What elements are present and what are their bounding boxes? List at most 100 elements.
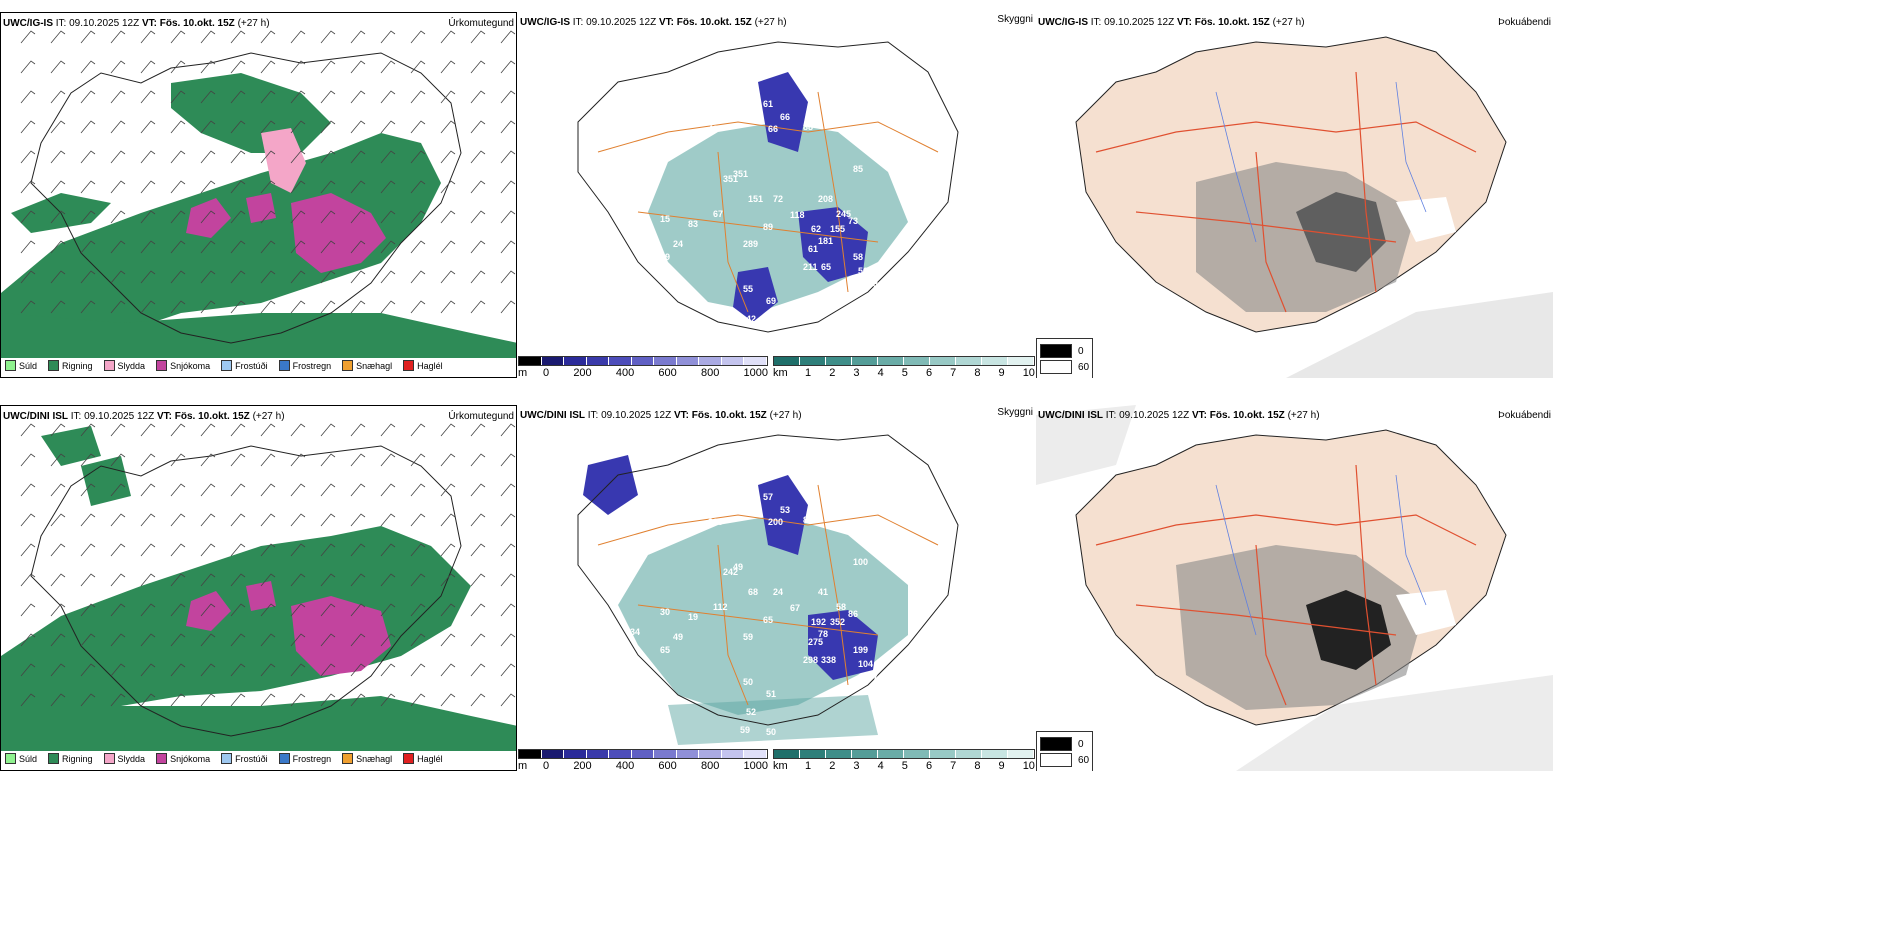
wind-barb: [410, 663, 426, 677]
visibility-colorbar: km 1 2 3 4 5 6 7 8 9 10: [773, 356, 1035, 378]
colorbar-tick: 600: [658, 367, 677, 378]
wind-barb: [50, 120, 66, 134]
colorbar-tick: 800: [700, 760, 720, 771]
wind-barb: [20, 513, 36, 527]
wind-barb: [20, 90, 36, 104]
height-colorbar: m 0 200 400 600 800 1000: [518, 749, 768, 771]
legend-swatch: [221, 360, 233, 371]
wind-barb: [50, 453, 66, 467]
wind-barb: [50, 30, 66, 44]
wind-barb: [260, 453, 276, 467]
wind-barb: [170, 120, 186, 134]
sea-fog-teal: [668, 695, 878, 745]
legend-label: Slydda: [117, 360, 146, 371]
colorbar-cell: [721, 750, 745, 758]
wind-barb: [500, 270, 516, 284]
wind-barb: [470, 543, 486, 557]
legend-label: Súld: [19, 360, 38, 371]
wind-barb: [290, 150, 306, 164]
wind-barb: [350, 423, 366, 437]
sea-fog-gray: [1286, 292, 1553, 378]
wind-barb: [110, 90, 126, 104]
wind-barb: [320, 120, 336, 134]
wind-barb: [290, 453, 306, 467]
colorbar-cell: [800, 357, 826, 365]
wind-barb: [440, 270, 456, 284]
wind-barb: [50, 150, 66, 164]
wind-barb: [110, 603, 126, 617]
precip-right-title: Úrkomutegund: [448, 411, 514, 422]
colorbar-tick: 2: [829, 367, 836, 378]
cloud-top-value: 66: [768, 124, 778, 134]
wind-barb: [290, 663, 306, 677]
wind-barb: [350, 573, 366, 587]
wind-barb: [500, 543, 516, 557]
cloud-top-value: 43: [708, 124, 718, 134]
wind-barb: [410, 270, 426, 284]
wind-barb: [440, 633, 456, 647]
colorbar-cell: [699, 750, 722, 758]
wind-barb: [290, 90, 306, 104]
colorbar-tick: 200: [573, 760, 592, 771]
wind-barb: [50, 90, 66, 104]
wind-barb: [110, 300, 126, 314]
legend-item-frostregn: Frostregn: [278, 753, 331, 764]
cloud-title: UWC/DINI ISL IT: 09.10.2025 12Z VT: Fös.…: [520, 410, 802, 421]
wind-barb: [20, 483, 36, 497]
green-rain-north: [171, 73, 331, 153]
wind-barb: [260, 240, 276, 254]
wind-barb: [170, 423, 186, 437]
wind-barb: [410, 30, 426, 44]
cloud-top-value: 65: [616, 164, 626, 174]
colorbar-cell: [982, 750, 1008, 758]
wind-barb: [50, 543, 66, 557]
wind-barb: [350, 513, 366, 527]
wind-barb: [200, 270, 216, 284]
visibility-colorbar: km 1 2 3 4 5 6 7 8 9 10: [773, 749, 1035, 771]
wind-barb: [140, 60, 156, 74]
wind-barb: [410, 693, 426, 707]
wind-barb: [170, 513, 186, 527]
wind-barb: [440, 573, 456, 587]
colorbar-tick: 400: [615, 367, 635, 378]
colorbar-cell: [676, 357, 700, 365]
legend-item-slydda: Slydda: [103, 360, 146, 371]
wind-barb: [380, 150, 396, 164]
wind-barb: [80, 693, 96, 707]
legend-swatch: [342, 360, 354, 371]
colorbar-cell: [541, 357, 565, 365]
precip-legend: Súld Rigning Slydda Snjókoma Frostúði Frostre…: [5, 753, 443, 764]
wind-barb: [350, 60, 366, 74]
wind-barb: [200, 90, 216, 104]
cloud-top-value: 200: [768, 517, 783, 527]
roads-orange: [597, 484, 939, 706]
wind-barb: [350, 270, 366, 284]
wind-barb: [20, 543, 36, 557]
wind-barb: [110, 60, 126, 74]
wind-barb: [380, 633, 396, 647]
wind-barb: [200, 483, 216, 497]
colorbar-cell: [519, 357, 542, 365]
wind-barb: [380, 180, 396, 194]
green-rain-south: [1, 313, 516, 358]
colorbar-tick: 0: [543, 760, 550, 771]
cloud-top-value: 49: [733, 562, 743, 572]
wind-barb: [50, 423, 66, 437]
wind-barb: [110, 513, 126, 527]
wind-barb: [500, 513, 516, 527]
wind-barb: [380, 423, 396, 437]
cloud-top-value: 42: [648, 114, 658, 124]
colorbar-tick: 6: [925, 760, 933, 771]
wind-barb: [470, 270, 486, 284]
cloud-top-value: 245: [836, 209, 851, 219]
wind-barb: [200, 633, 216, 647]
legend-label: Snjókoma: [170, 360, 211, 371]
cloud-top-value: 338: [821, 655, 836, 665]
colorbar-tick: 5: [901, 367, 908, 378]
cloud-top-value: 104: [858, 659, 873, 669]
wind-barb: [380, 120, 396, 134]
legend-item-haglél: Haglél: [403, 753, 443, 764]
fog-map-svg: [1036, 405, 1553, 771]
wind-barb: [80, 270, 96, 284]
wind-barb: [80, 663, 96, 677]
